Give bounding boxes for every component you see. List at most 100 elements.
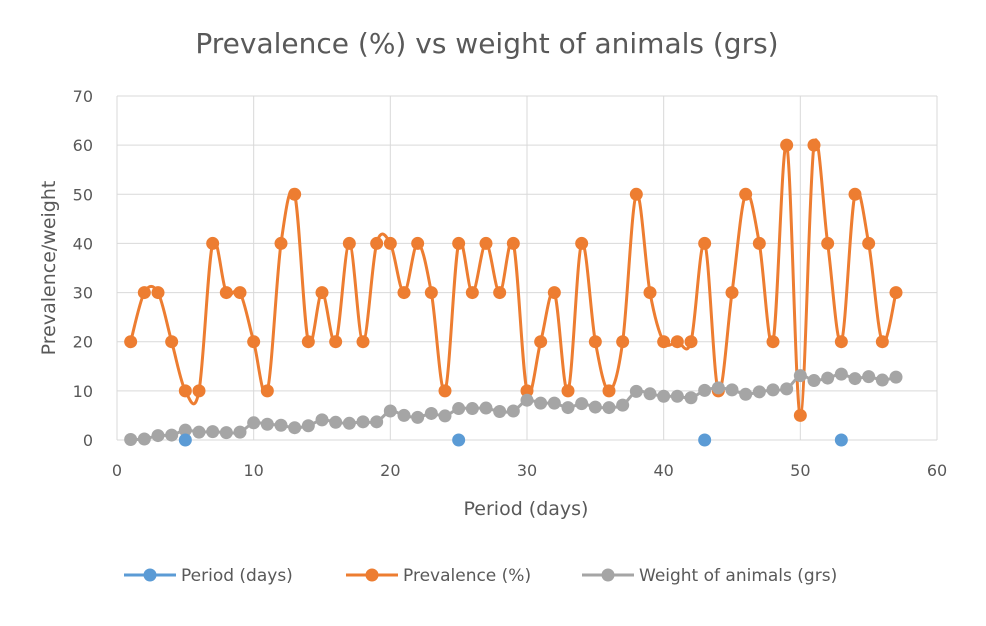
prevalence-point bbox=[206, 236, 220, 250]
weight-of-animals-grs-point bbox=[274, 418, 288, 432]
prevalence-point bbox=[889, 286, 903, 300]
prevalence-line bbox=[129, 138, 898, 417]
prevalence-point bbox=[698, 236, 712, 250]
prevalence-point bbox=[575, 236, 589, 250]
weight-of-animals-grs-point bbox=[780, 382, 794, 396]
prevalence-point bbox=[124, 335, 138, 349]
weight-of-animals-grs-point bbox=[493, 404, 507, 418]
prevalence-point bbox=[752, 236, 766, 250]
weight-of-animals-grs-point bbox=[848, 372, 862, 386]
prevalence-point bbox=[821, 236, 835, 250]
period-days-point bbox=[452, 433, 466, 447]
y-tick-label: 10 bbox=[73, 382, 93, 401]
weight-of-animals-grs-point bbox=[424, 406, 438, 420]
prevalence-point bbox=[219, 286, 233, 300]
weight-of-animals-grs-point bbox=[616, 398, 630, 412]
y-tick-label: 50 bbox=[73, 185, 93, 204]
period-days-point bbox=[178, 433, 192, 447]
prevalence-point bbox=[301, 335, 315, 349]
prevalence-point bbox=[452, 236, 466, 250]
x-tick-label: 50 bbox=[790, 461, 810, 480]
prevalence-point bbox=[274, 236, 288, 250]
x-tick-label: 60 bbox=[927, 461, 947, 480]
weight-of-animals-grs-point bbox=[165, 428, 179, 442]
prevalence-point bbox=[616, 335, 630, 349]
weight-of-animals-grs-point bbox=[356, 415, 370, 429]
prevalence-point bbox=[165, 335, 179, 349]
weight-of-animals-grs-point bbox=[397, 408, 411, 422]
weight-of-animals-grs-point bbox=[547, 396, 561, 410]
x-tick-label: 30 bbox=[517, 461, 537, 480]
legend-marker bbox=[365, 568, 379, 582]
prevalence-point bbox=[780, 138, 794, 152]
prevalence-point bbox=[151, 286, 165, 300]
weight-of-animals-grs-point bbox=[561, 401, 575, 415]
prevalence-point bbox=[178, 384, 192, 398]
prevalence-point bbox=[739, 187, 753, 201]
prevalence-point bbox=[247, 335, 261, 349]
weight-of-animals-grs-point bbox=[151, 429, 165, 443]
y-tick-label: 0 bbox=[83, 431, 93, 450]
weight-of-animals-grs-point bbox=[670, 389, 684, 403]
series-period-days bbox=[178, 433, 848, 447]
y-tick-label: 20 bbox=[73, 333, 93, 352]
weight-of-animals-grs-point bbox=[506, 404, 520, 418]
weight-of-animals-grs-point bbox=[383, 404, 397, 418]
weight-of-animals-grs-point bbox=[479, 401, 493, 415]
legend-item-period-days: Period (days) bbox=[124, 566, 293, 586]
prevalence-point bbox=[602, 384, 616, 398]
prevalence-point bbox=[260, 384, 274, 398]
legend-marker bbox=[601, 568, 615, 582]
series-weight-of-animals-grs bbox=[124, 367, 903, 447]
series-prevalence bbox=[124, 138, 903, 422]
legend-item-prevalence: Prevalence (%) bbox=[346, 566, 531, 586]
prevalence-point bbox=[670, 335, 684, 349]
weight-of-animals-grs-point bbox=[862, 370, 876, 384]
legend-label: Prevalence (%) bbox=[403, 566, 531, 586]
weight-of-animals-grs-point bbox=[247, 416, 261, 430]
weight-of-animals-grs-point bbox=[889, 370, 903, 384]
prevalence-point bbox=[356, 335, 370, 349]
prevalence-point bbox=[862, 236, 876, 250]
y-tick-label: 70 bbox=[73, 87, 93, 106]
x-tick-label: 0 bbox=[112, 461, 122, 480]
weight-of-animals-grs-point bbox=[725, 383, 739, 397]
weight-of-animals-grs-point bbox=[178, 423, 192, 437]
weight-of-animals-grs-point bbox=[342, 416, 356, 430]
legend-label: Weight of animals (grs) bbox=[639, 566, 837, 586]
tick-labels: 0 10 20 30 40 50 60 70 0 10 20 30 40 50 60 bbox=[73, 87, 948, 480]
prevalence-point bbox=[807, 138, 821, 152]
prevalence-point bbox=[233, 286, 247, 300]
weight-of-animals-grs-point bbox=[711, 381, 725, 395]
weight-of-animals-grs-point bbox=[698, 383, 712, 397]
prevalence-point bbox=[342, 236, 356, 250]
weight-of-animals-grs-point bbox=[465, 402, 479, 416]
weight-of-animals-grs-point bbox=[260, 417, 274, 431]
prevalence-point bbox=[397, 286, 411, 300]
prevalence-point bbox=[657, 335, 671, 349]
weight-of-animals-grs-point bbox=[206, 425, 220, 439]
period-days-point bbox=[834, 433, 848, 447]
prevalence-point bbox=[725, 286, 739, 300]
prevalence-point bbox=[315, 286, 329, 300]
prevalence-point bbox=[547, 286, 561, 300]
prevalence-point bbox=[534, 335, 548, 349]
weight-of-animals-grs-point bbox=[219, 426, 233, 440]
plot-area bbox=[124, 138, 903, 447]
weight-of-animals-grs-point bbox=[411, 410, 425, 424]
prevalence-point bbox=[588, 335, 602, 349]
prevalence-point bbox=[383, 236, 397, 250]
weight-of-animals-grs-point bbox=[233, 425, 247, 439]
weight-of-animals-grs-point bbox=[288, 421, 302, 435]
prevalence-point bbox=[766, 335, 780, 349]
prevalence-point bbox=[506, 236, 520, 250]
prevalence-point bbox=[848, 187, 862, 201]
period-days-point bbox=[698, 433, 712, 447]
weight-of-animals-grs-point bbox=[629, 384, 643, 398]
prevalence-point bbox=[834, 335, 848, 349]
legend: Period (days) Prevalence (%) Weight of ani… bbox=[124, 566, 837, 586]
x-tick-label: 10 bbox=[243, 461, 263, 480]
x-tick-label: 20 bbox=[380, 461, 400, 480]
weight-of-animals-grs-point bbox=[575, 397, 589, 411]
prevalence-point bbox=[629, 187, 643, 201]
